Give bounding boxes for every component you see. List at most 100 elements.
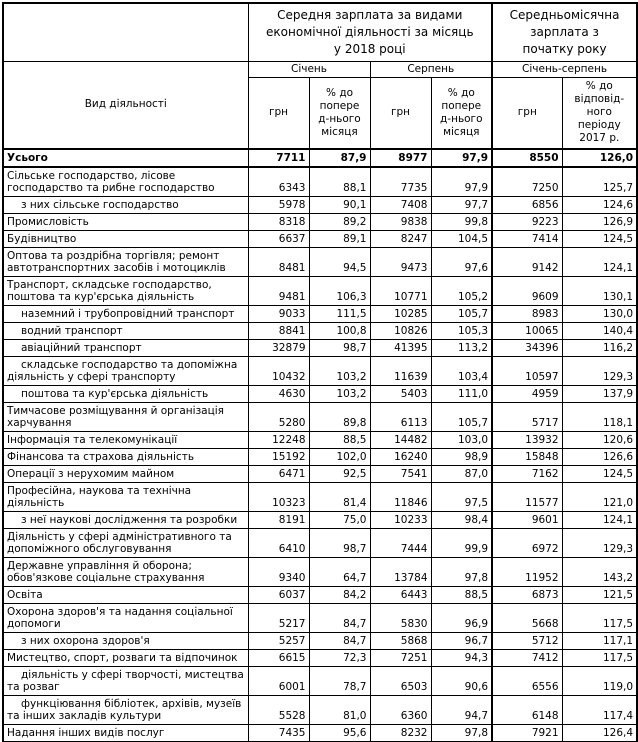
table-row: Діяльність у сфері адміністративного та … <box>2 528 638 558</box>
value-ytd-pct: 130,1 <box>561 276 638 306</box>
value-august-pct: 97,8 <box>430 724 493 742</box>
activity-label-cell: Надання інших видів послуг <box>2 724 249 742</box>
activity-label-cell: авіаційний транспорт <box>2 339 249 357</box>
value-august-pct: 113,2 <box>430 339 493 357</box>
header-august: Серпень <box>369 60 493 78</box>
table-row: Операції з нерухомим майном 6471 92,5 75… <box>2 465 638 483</box>
value-august-pct: 105,7 <box>430 305 493 323</box>
value-august-uah: 13784 <box>369 557 432 587</box>
value-ytd-pct: 117,5 <box>561 603 638 633</box>
value-august-pct: 103,4 <box>430 356 493 386</box>
value-january-uah: 5217 <box>247 603 310 633</box>
value-ytd-pct: 119,0 <box>561 666 638 696</box>
value-january-pct: 75,0 <box>308 511 371 529</box>
value-ytd-uah: 10065 <box>491 322 563 340</box>
value-january-uah: 8191 <box>247 511 310 529</box>
activity-label-cell: діяльність у сфері творчості, мистецтва … <box>2 666 249 696</box>
value-ytd-pct: 125,7 <box>561 166 638 197</box>
value-august-uah: 41395 <box>369 339 432 357</box>
value-ytd-uah: 9142 <box>491 247 563 277</box>
value-january-pct: 88,5 <box>308 431 371 449</box>
value-ytd-uah: 7162 <box>491 465 563 483</box>
value-january-pct: 92,5 <box>308 465 371 483</box>
value-january-pct: 111,5 <box>308 305 371 323</box>
value-ytd-uah: 6148 <box>491 695 563 725</box>
value-january-uah: 10432 <box>247 356 310 386</box>
value-ytd-uah: 7921 <box>491 724 563 742</box>
value-august-pct: 96,9 <box>430 603 493 633</box>
value-january-uah: 10323 <box>247 482 310 512</box>
value-august-uah: 9838 <box>369 213 432 231</box>
activity-label-cell: Мистецтво, спорт, розваги та відпочинок <box>2 649 249 667</box>
value-ytd-uah: 8983 <box>491 305 563 323</box>
corner-empty-cell <box>2 2 249 62</box>
value-ytd-pct: 126,6 <box>561 448 638 466</box>
value-august-uah: 14482 <box>369 431 432 449</box>
value-january-uah: 5978 <box>247 196 310 214</box>
activity-label-cell: Освіта <box>2 586 249 604</box>
value-ytd-uah: 6856 <box>491 196 563 214</box>
value-january-pct: 98,7 <box>308 339 371 357</box>
value-ytd-pct: 130,0 <box>561 305 638 323</box>
table-row: водний транспорт 8841 100,8 10826 105,3 … <box>2 322 638 340</box>
value-january-pct: 81,4 <box>308 482 371 512</box>
value-august-uah: 6113 <box>369 402 432 432</box>
value-august-uah: 7408 <box>369 196 432 214</box>
value-august-pct: 105,3 <box>430 322 493 340</box>
activity-label-cell: складське господарство та допоміжна діял… <box>2 356 249 386</box>
value-january-uah: 15192 <box>247 448 310 466</box>
value-january-uah: 6410 <box>247 528 310 558</box>
value-january-uah: 6037 <box>247 586 310 604</box>
header-row-measures: грн % до попере д-нього місяця грн % до … <box>3 76 638 150</box>
value-ytd-uah: 11577 <box>491 482 563 512</box>
table-row: Охорона здоров'я та надання соціальної д… <box>2 603 638 633</box>
value-august-pct: 87,0 <box>430 465 493 483</box>
value-august-uah: 10233 <box>369 511 432 529</box>
value-august-pct: 97,6 <box>430 247 493 277</box>
value-january-uah: 9033 <box>247 305 310 323</box>
value-january-uah: 7711 <box>247 148 310 168</box>
table-row: Професійна, наукова та технічна діяльніс… <box>2 482 638 512</box>
activity-label-cell: наземний і трубопровідний транспорт <box>2 305 249 323</box>
header-activity-type: Вид діяльності <box>2 60 249 150</box>
value-january-pct: 72,3 <box>308 649 371 667</box>
value-august-pct: 96,7 <box>430 632 493 650</box>
value-august-pct: 99,9 <box>430 528 493 558</box>
value-january-uah: 32879 <box>247 339 310 357</box>
value-august-pct: 90,6 <box>430 666 493 696</box>
activity-label-cell: Державне управління й оборона; обов'язко… <box>2 557 249 587</box>
value-january-uah: 12248 <box>247 431 310 449</box>
value-january-pct: 84,2 <box>308 586 371 604</box>
value-ytd-pct: 117,5 <box>561 649 638 667</box>
value-august-uah: 11846 <box>369 482 432 512</box>
value-ytd-pct: 117,4 <box>561 695 638 725</box>
activity-label-cell: Промисловість <box>2 213 249 231</box>
value-ytd-pct: 126,0 <box>561 148 638 168</box>
header-group-ytd: Середньомісячна зарплата з початку року <box>491 2 638 62</box>
activity-label-cell: Будівництво <box>2 230 249 248</box>
value-ytd-uah: 5668 <box>491 603 563 633</box>
value-ytd-uah: 6556 <box>491 666 563 696</box>
header-pct-same-period-2017: % до відповід- ного періоду 2017 р. <box>561 76 638 150</box>
activity-label-cell: Тимчасове розміщування й організація хар… <box>2 402 249 432</box>
value-january-uah: 5528 <box>247 695 310 725</box>
value-august-pct: 104,5 <box>430 230 493 248</box>
value-august-uah: 6503 <box>369 666 432 696</box>
value-august-pct: 98,9 <box>430 448 493 466</box>
value-ytd-uah: 7414 <box>491 230 563 248</box>
value-ytd-pct: 124,5 <box>561 230 638 248</box>
activity-label-cell: водний транспорт <box>2 322 249 340</box>
value-august-pct: 94,7 <box>430 695 493 725</box>
table-row: Сільське господарство, лісове господарст… <box>2 166 638 197</box>
value-january-pct: 88,1 <box>308 166 371 197</box>
value-ytd-uah: 7250 <box>491 166 563 197</box>
value-august-pct: 97,9 <box>430 166 493 197</box>
table-row: Державне управління й оборона; обов'язко… <box>2 557 638 587</box>
header-january: Січень <box>247 60 371 78</box>
value-january-uah: 7435 <box>247 724 310 742</box>
value-ytd-uah: 9609 <box>491 276 563 306</box>
value-january-pct: 103,2 <box>308 385 371 403</box>
activity-label-cell: Операції з нерухомим майном <box>2 465 249 483</box>
value-january-uah: 9481 <box>247 276 310 306</box>
value-january-pct: 106,3 <box>308 276 371 306</box>
